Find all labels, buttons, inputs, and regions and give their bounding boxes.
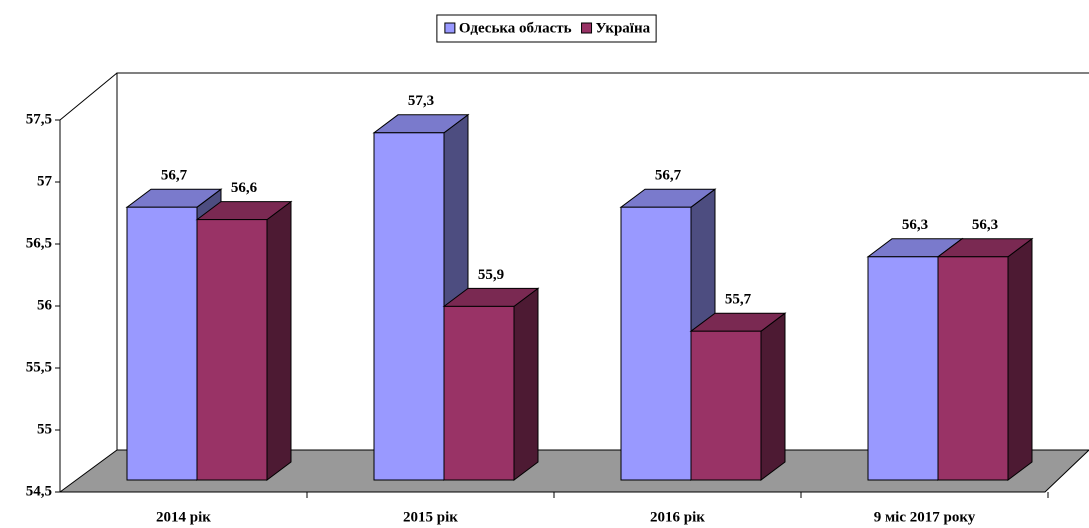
- bar: [689, 312, 787, 481]
- floor: [58, 449, 1089, 493]
- bar: [936, 237, 1034, 481]
- legend-box: [436, 14, 657, 43]
- bar-front: [620, 206, 692, 481]
- bar-front: [937, 256, 1009, 481]
- bar-front: [867, 256, 939, 481]
- side-wall: [59, 72, 118, 121]
- data-label: 57,3: [408, 93, 434, 109]
- bar-side: [266, 200, 292, 481]
- data-label: 56,6: [231, 180, 258, 196]
- data-label: 56,3: [902, 217, 928, 233]
- data-label: 56,7: [655, 168, 682, 184]
- bar-side: [513, 287, 539, 481]
- legend-label: Україна: [596, 20, 651, 36]
- x-tick-label: 2015 рік: [403, 509, 458, 525]
- bar-front: [690, 330, 762, 481]
- data-label: 56,3: [972, 217, 998, 233]
- y-tick-label: 56: [37, 297, 53, 313]
- bar-front: [196, 219, 268, 481]
- bar-front: [373, 132, 445, 481]
- y-tick-label: 55,5: [26, 359, 52, 375]
- y-tick-label: 56,5: [26, 235, 52, 251]
- x-tick-label: 9 міс 2017 року: [874, 509, 976, 525]
- bar-front: [443, 305, 515, 481]
- legend-swatch: [444, 22, 456, 34]
- bar-side: [1007, 237, 1033, 481]
- y-tick-label: 54,5: [26, 483, 52, 499]
- bar-front: [126, 206, 198, 481]
- bar: [442, 287, 540, 481]
- data-label: 55,7: [725, 292, 752, 308]
- x-tick-label: 2014 рік: [156, 509, 211, 525]
- y-tick-label: 57,5: [26, 111, 52, 127]
- bar-side: [760, 312, 786, 481]
- bar: [195, 200, 293, 481]
- data-label: 56,7: [161, 168, 188, 184]
- x-tick-label: 2016 рік: [650, 509, 705, 525]
- legend: Одеська область Україна: [436, 14, 657, 43]
- y-tick-label: 55: [37, 421, 52, 437]
- data-label: 55,9: [478, 267, 504, 283]
- y-tick-label: 57: [37, 173, 53, 189]
- legend-swatch: [581, 22, 593, 34]
- legend-label: Одеська область: [459, 20, 572, 36]
